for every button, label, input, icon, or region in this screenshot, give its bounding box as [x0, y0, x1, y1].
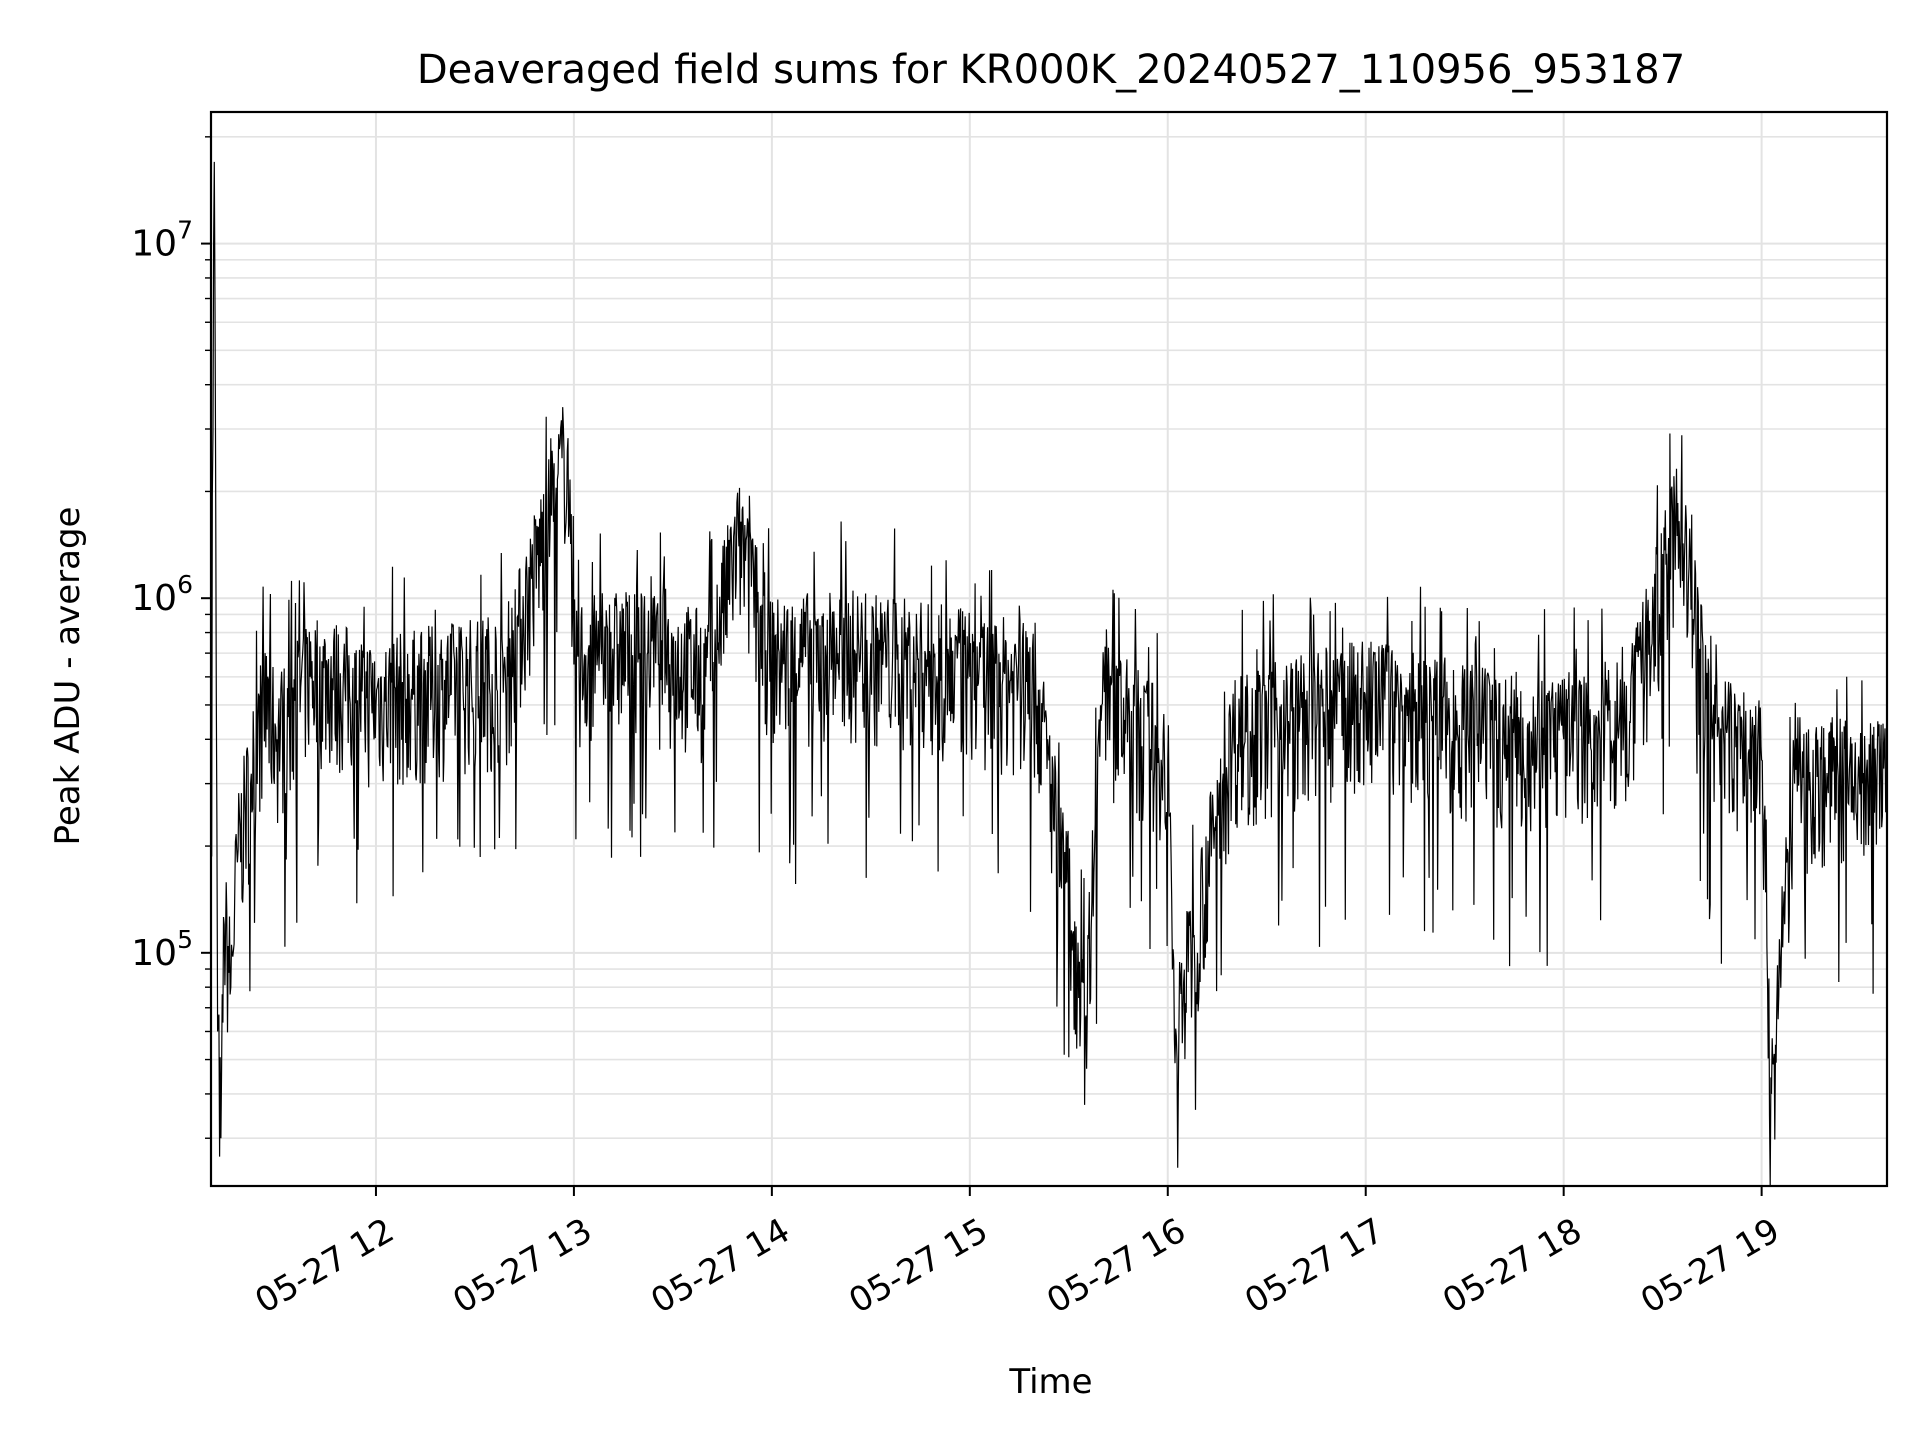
x-tick-label: 05-27 12 — [248, 1211, 400, 1322]
y-axis-label: Peak ADU - average — [48, 507, 88, 846]
y-tick-label: 107 — [131, 216, 193, 265]
y-tick-label: 106 — [131, 570, 193, 619]
x-tick-label: 05-27 15 — [842, 1211, 994, 1322]
y-tick-label: 105 — [131, 925, 193, 974]
series-layer — [210, 161, 1888, 1187]
x-tick-label: 05-27 18 — [1436, 1211, 1588, 1322]
x-tick-label: 05-27 13 — [446, 1211, 598, 1322]
plot-frame — [209, 110, 1889, 1188]
series-line — [210, 161, 1888, 1187]
x-tick-label: 05-27 16 — [1040, 1211, 1192, 1322]
x-axis-label: Time — [1008, 1362, 1092, 1402]
x-tick-label: 05-27 19 — [1634, 1211, 1786, 1322]
chart-title: Deaveraged field sums for KR000K_2024052… — [417, 47, 1685, 93]
x-tick-label: 05-27 17 — [1238, 1211, 1390, 1322]
x-tick-label: 05-27 14 — [644, 1211, 796, 1322]
